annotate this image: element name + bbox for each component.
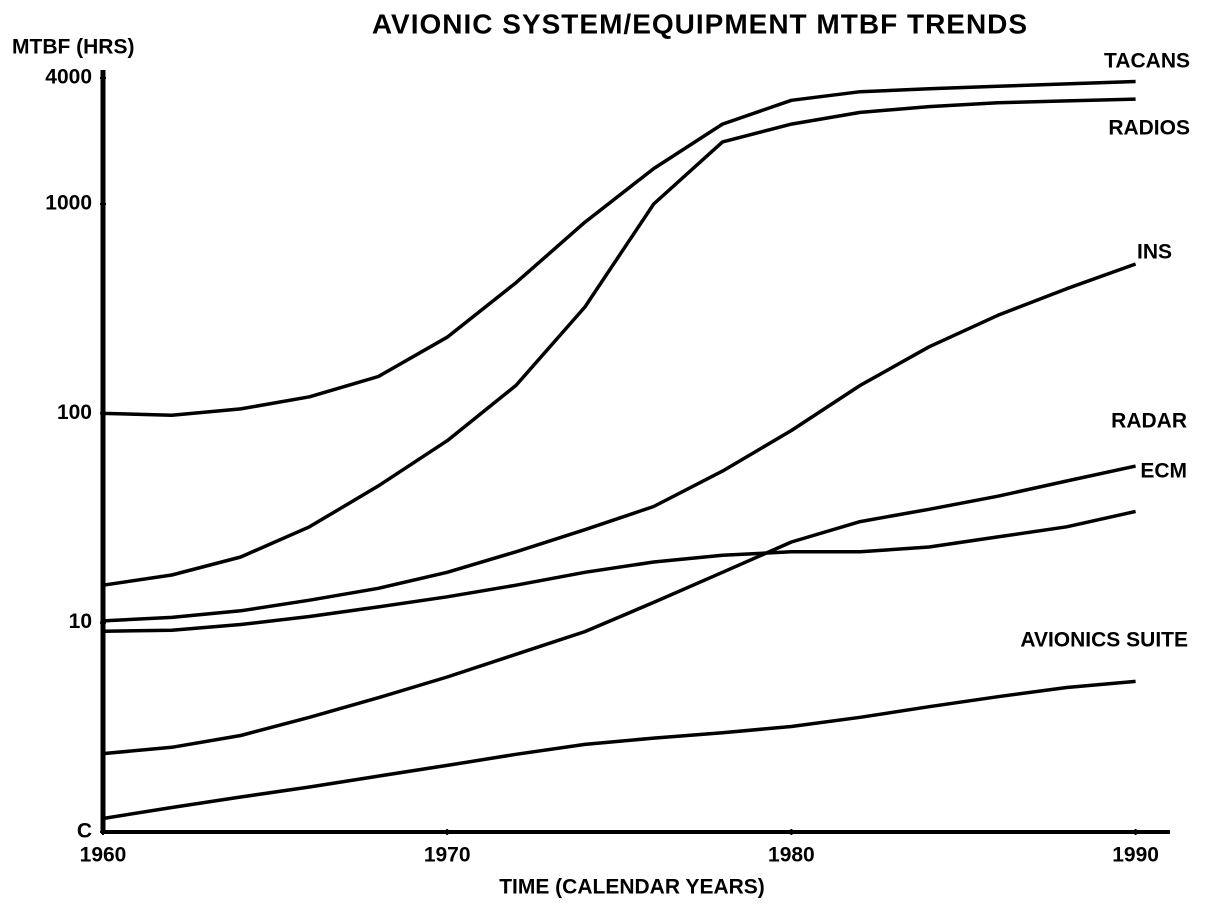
y-tick-label: 1000 (45, 192, 92, 215)
series-label: RADIOS (1108, 117, 1190, 140)
line-series (102, 679, 1136, 821)
line-series (102, 97, 1136, 587)
x-tick-label: 1970 (424, 844, 471, 867)
series-label: ECM (1140, 460, 1187, 483)
series-label: RADAR (1111, 410, 1187, 433)
line-series (102, 509, 1136, 633)
x-axis-label: TIME (CALENDAR YEARS) (499, 876, 765, 899)
x-tick-label: 1960 (80, 844, 127, 867)
chart-title: AVIONIC SYSTEM/EQUIPMENT MTBF TRENDS (372, 8, 1028, 39)
y-tick-label: 100 (57, 401, 92, 424)
y-tick-label: 10 (69, 610, 92, 633)
x-tick-label: 1980 (768, 844, 815, 867)
y-tick-label: 4000 (45, 66, 92, 89)
line-series (102, 79, 1136, 417)
series-label: AVIONICS SUITE (1020, 629, 1188, 652)
series-label: INS (1137, 241, 1172, 264)
x-tick-label: 1990 (1112, 844, 1159, 867)
y-tick-label: C (77, 820, 92, 843)
line-series (102, 262, 1137, 623)
series-label: TACANS (1104, 50, 1190, 73)
line-series (102, 464, 1136, 756)
y-axis-label: MTBF (HRS) (12, 36, 134, 59)
